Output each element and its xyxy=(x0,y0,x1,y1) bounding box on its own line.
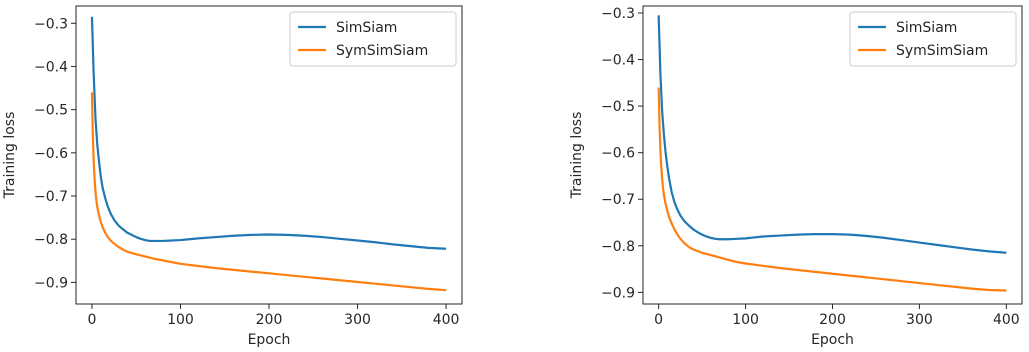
chart-right: 0 100 200 300 400 −0.3 −0.4 −0.5 −0.6 −0.7 −0.8 −0.… xyxy=(569,5,1023,348)
x-tick-label: 200 xyxy=(256,312,283,328)
y-tick-label: −0.9 xyxy=(34,275,68,291)
legend-label-simsiam: SimSiam xyxy=(896,20,957,36)
y-tick-label: −0.5 xyxy=(34,103,68,119)
legend-label-symsimsiam: SymSimSiam xyxy=(336,43,428,59)
y-tick-label: −0.7 xyxy=(601,192,635,208)
y-axis-label: Training loss xyxy=(569,112,585,200)
x-tick-label: 400 xyxy=(433,312,460,328)
series-line-simsiam xyxy=(657,15,1007,254)
y-tick-label: −0.4 xyxy=(601,53,635,69)
legend-box xyxy=(289,11,457,67)
x-tick-label: 300 xyxy=(344,312,371,328)
y-tick-label: −0.4 xyxy=(34,59,68,75)
x-tick-label: 300 xyxy=(906,312,933,328)
y-tick-label: −0.9 xyxy=(601,285,635,301)
y-tick-label: −0.7 xyxy=(34,189,68,205)
legend-label-simsiam: SimSiam xyxy=(336,20,397,36)
y-tick-label: −0.8 xyxy=(34,232,68,248)
y-axis-label: Training loss xyxy=(2,112,18,200)
series-line-symsimsiam xyxy=(657,87,1007,292)
legend: SimSiam SymSimSiam xyxy=(289,11,457,67)
legend-box xyxy=(849,11,1017,67)
x-tick-label: 0 xyxy=(87,312,96,328)
x-axis-label: Epoch xyxy=(248,332,291,348)
y-tick-label: −0.6 xyxy=(34,146,68,162)
x-tick-label: 0 xyxy=(654,312,663,328)
x-tick-label: 400 xyxy=(993,312,1020,328)
y-tick-label: −0.5 xyxy=(601,99,635,115)
chart-left: 0 100 200 300 400 −0.3 −0.4 −0.5 −0.6 −0.7 −0.8 −0.… xyxy=(2,5,463,348)
x-tick-label: 200 xyxy=(819,312,846,328)
x-tick-label: 100 xyxy=(167,312,194,328)
y-tick-label: −0.3 xyxy=(34,16,68,32)
legend-label-symsimsiam: SymSimSiam xyxy=(896,43,988,59)
series-line-symsimsiam xyxy=(90,92,447,292)
y-tick-label: −0.3 xyxy=(601,6,635,22)
x-tick-label: 100 xyxy=(732,312,759,328)
y-tick-label: −0.8 xyxy=(601,239,635,255)
series-line-simsiam xyxy=(90,16,447,250)
legend: SimSiam SymSimSiam xyxy=(849,11,1017,67)
x-axis-label: Epoch xyxy=(811,332,854,348)
y-tick-label: −0.6 xyxy=(601,146,635,162)
